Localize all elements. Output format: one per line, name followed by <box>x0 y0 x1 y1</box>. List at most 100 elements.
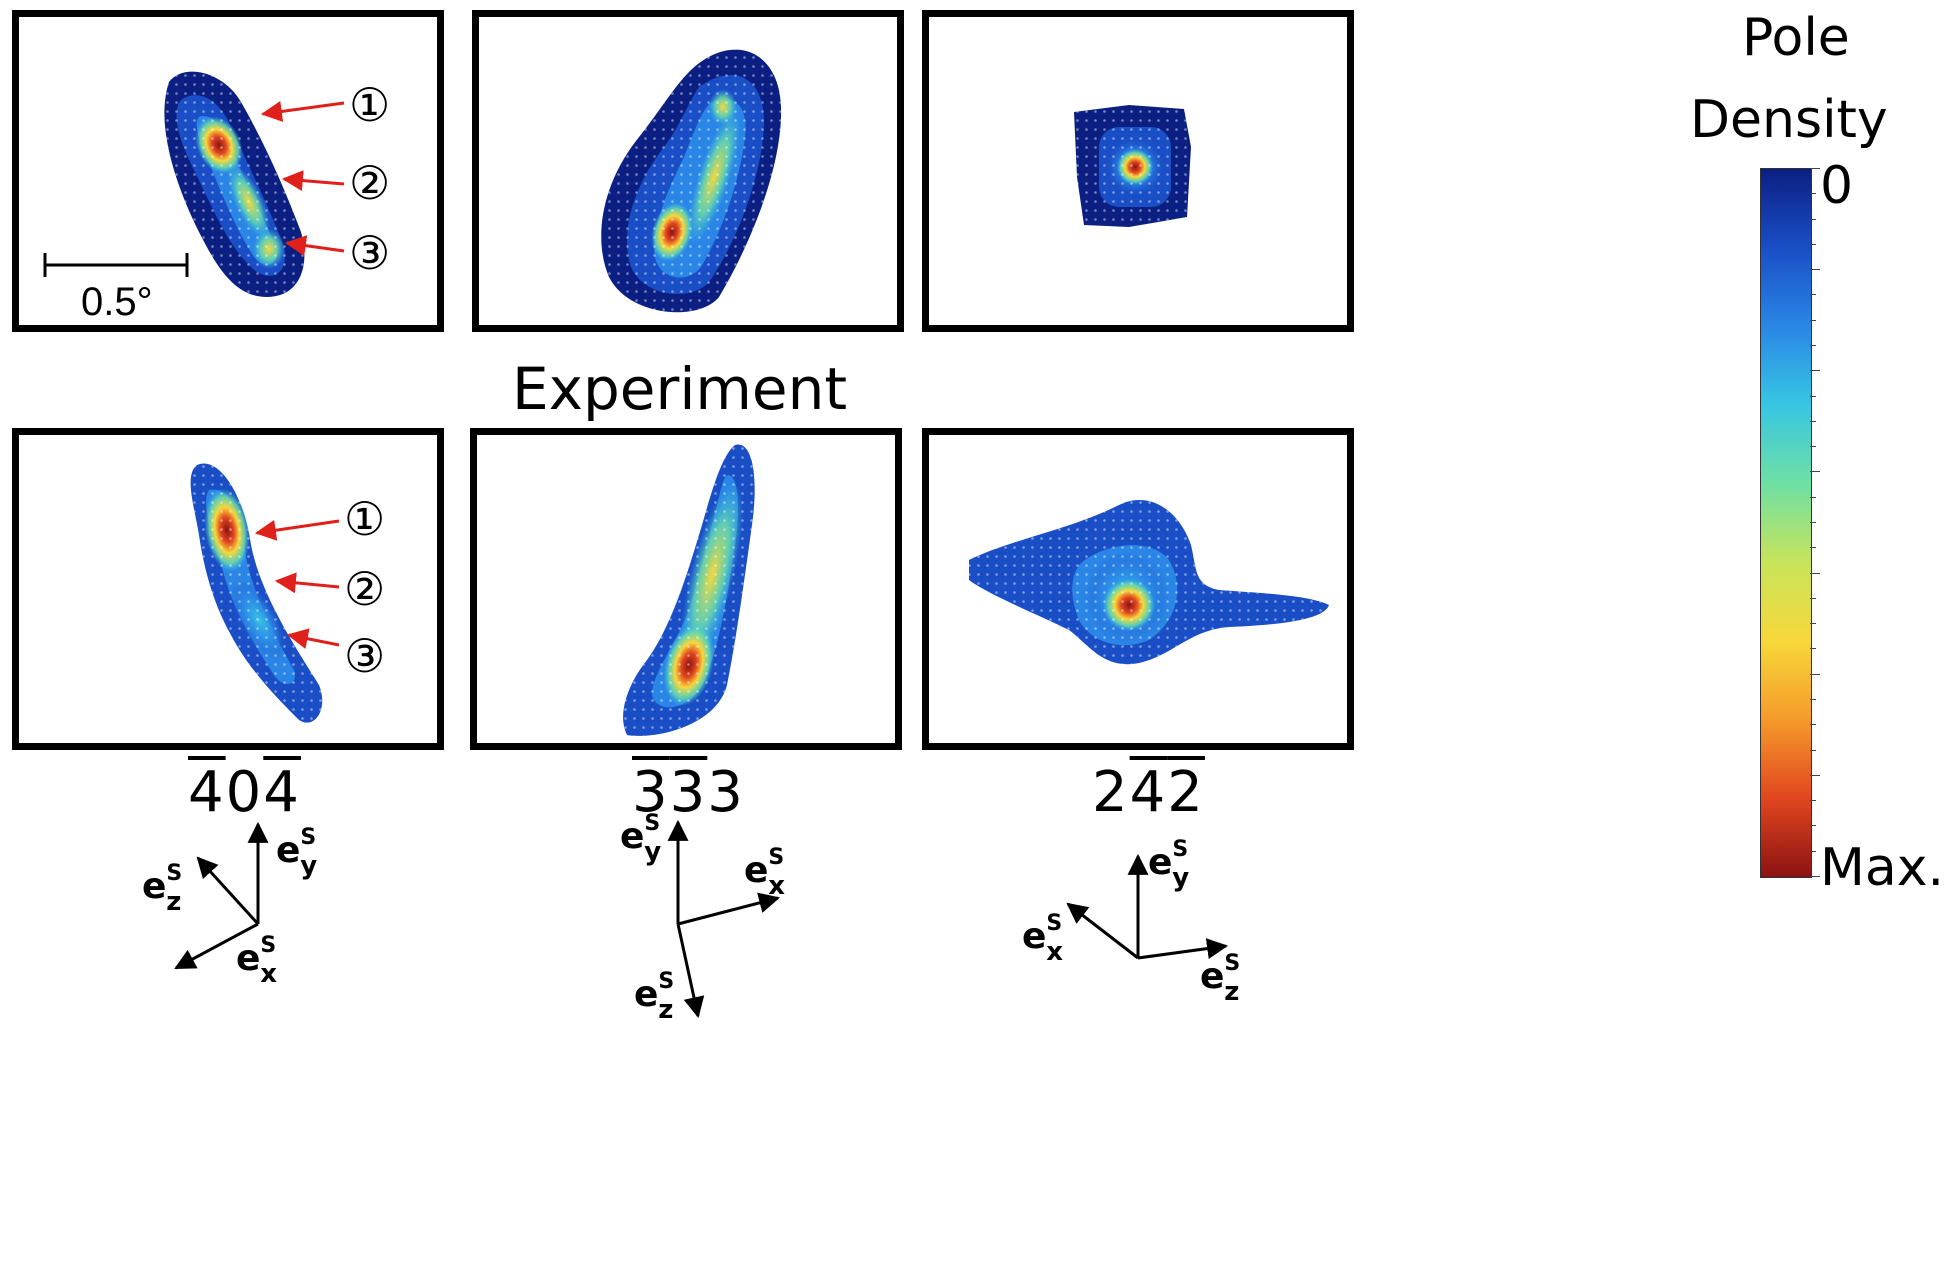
colorbar-tick <box>1810 850 1816 852</box>
axis-y-sub: y <box>1172 863 1189 893</box>
colorbar-tick <box>1810 749 1816 751</box>
svg-text:eSy: eS y <box>1148 837 1189 893</box>
axis-x-sub: x <box>1046 937 1063 967</box>
pole-figure-blob <box>601 49 782 313</box>
colorbar-tick <box>1810 294 1816 296</box>
colorbar-tick <box>1810 572 1820 574</box>
colorbar <box>1760 168 1812 878</box>
svg-text:eSz: eS z <box>1200 951 1240 1007</box>
svg-text:eSx: eS x <box>744 845 785 901</box>
pole-figure-blob <box>969 499 1329 665</box>
colorbar-tick <box>1810 496 1816 498</box>
svg-text:eSx: eS x <box>236 933 277 989</box>
colorbar-tick <box>1810 547 1816 549</box>
axis-sup: S <box>166 861 182 886</box>
hkl-digit: 4 <box>263 760 301 825</box>
axis-e: e <box>1148 842 1172 883</box>
hkl-digit: 2 <box>1167 760 1205 825</box>
colorbar-tick <box>1810 168 1820 169</box>
axis-z-sub: z <box>166 887 181 917</box>
marker-3: ③ <box>349 226 390 280</box>
colorbar-tick <box>1810 370 1820 372</box>
axis-sup: S <box>260 933 276 958</box>
axis-sup: S <box>644 811 660 836</box>
colorbar-tick <box>1810 471 1820 473</box>
colorbar-tick <box>1810 673 1820 675</box>
pole-figure-blob <box>1074 105 1191 227</box>
colorbar-max-label: Max. <box>1820 838 1945 898</box>
scale-bar: 0.5° <box>43 253 189 324</box>
colorbar-min-label: 0 <box>1820 156 1854 216</box>
hkl-label-col3: 242 <box>1092 760 1205 825</box>
axis-e: e <box>744 850 768 891</box>
svg-text:eSz: eS z <box>142 861 182 917</box>
colorbar-ticks <box>1810 168 1822 877</box>
colorbar-tick <box>1810 269 1820 271</box>
axis-x-sub: x <box>768 871 785 901</box>
axis-y-sub: y <box>300 851 317 881</box>
hkl-digit: 4 <box>188 760 226 825</box>
red-arrows <box>254 519 340 650</box>
colorbar-tick <box>1810 243 1816 245</box>
svg-text:eSx: eS x <box>1022 911 1063 967</box>
colorbar-tick <box>1810 800 1816 802</box>
axis-sup: S <box>1046 911 1062 936</box>
axis-e: e <box>634 974 658 1015</box>
colorbar-tick <box>1810 218 1816 220</box>
svg-text:eSy: eS y <box>276 825 317 881</box>
axis-sup: S <box>300 825 316 850</box>
axis-e: e <box>142 866 166 907</box>
axis-e: e <box>1200 956 1224 997</box>
marker-2: ② <box>349 156 390 210</box>
hkl-digit: 3 <box>669 760 708 825</box>
colorbar-tick <box>1810 825 1816 827</box>
pole-figure-blob <box>623 444 755 736</box>
colorbar-tick <box>1810 345 1816 346</box>
axis-sup: S <box>658 969 674 994</box>
axis-e: e <box>620 816 644 857</box>
hkl-digit: 3 <box>632 760 670 825</box>
colorbar-tick <box>1810 648 1816 650</box>
colorbar-tick <box>1810 420 1816 422</box>
marker-3: ③ <box>344 629 385 683</box>
colorbar-title-line2: Density <box>1690 90 1888 150</box>
caption-experiment: Experiment <box>512 355 848 423</box>
axes-col3: eS y eS x eS z <box>1022 837 1240 1007</box>
axes-col2: eS y eS x eS z <box>620 811 785 1025</box>
colorbar-tick <box>1810 724 1816 726</box>
colorbar-tick <box>1810 446 1816 448</box>
colorbar-title-line1: Pole <box>1742 8 1850 68</box>
hkl-label-col1: 404 <box>188 760 301 825</box>
hkl-digit: 0 <box>225 760 264 825</box>
pole-figure-blob <box>190 463 323 723</box>
bottom-panel-2 <box>470 428 902 750</box>
hkl-digit: 3 <box>707 760 745 825</box>
colorbar-tick <box>1810 876 1820 877</box>
top-panel-1: 0.5° ① ② ③ <box>12 10 444 332</box>
pole-figure-blob <box>164 71 305 297</box>
hkl-label-col2: 333 <box>632 760 745 825</box>
axis-e: e <box>1022 916 1046 957</box>
colorbar-tick <box>1810 774 1820 776</box>
axis-sup: S <box>768 845 784 870</box>
marker-1: ① <box>349 78 390 132</box>
svg-text:eSz: eS z <box>634 969 674 1025</box>
colorbar-tick <box>1810 319 1816 321</box>
axis-z-sub: z <box>658 995 673 1025</box>
marker-1: ① <box>344 492 385 546</box>
colorbar-tick <box>1810 699 1816 700</box>
bottom-panel-1: ① ② ③ <box>12 428 444 750</box>
axis-sup: S <box>1224 951 1240 976</box>
hkl-digit: 4 <box>1129 760 1168 825</box>
colorbar-tick <box>1810 623 1816 625</box>
scale-bar-label: 0.5° <box>81 280 153 324</box>
colorbar-tick <box>1810 597 1816 599</box>
top-panel-3 <box>922 10 1354 332</box>
axis-e: e <box>236 938 260 979</box>
colorbar-tick <box>1810 522 1816 523</box>
axes-col1: eS y eS z eS x <box>142 821 317 989</box>
red-arrows <box>260 101 345 257</box>
top-panel-2 <box>472 10 904 332</box>
marker-2: ② <box>344 562 385 616</box>
hkl-digit: 2 <box>1092 760 1130 825</box>
